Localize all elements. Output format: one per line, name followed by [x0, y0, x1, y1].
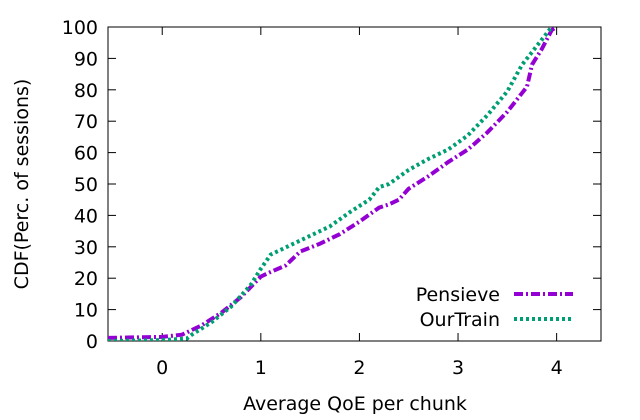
x-tick-label: 3	[452, 357, 464, 379]
y-tick-label: 60	[74, 143, 98, 165]
series-layer	[108, 27, 558, 341]
x-axis-title: Average QoE per chunk	[243, 393, 467, 415]
y-tick-label: 80	[74, 80, 98, 102]
x-tick-label: 2	[353, 357, 365, 379]
x-tick-label: 4	[551, 357, 563, 379]
y-tick-label: 30	[74, 237, 98, 259]
y-tick-label: 20	[74, 268, 98, 290]
y-axis-title: CDF(Perc. of sessions)	[11, 79, 33, 290]
x-axis: 0 1 2 3 4	[156, 27, 563, 379]
x-tick-label: 1	[255, 357, 267, 379]
series-line-ourtrain	[108, 27, 554, 341]
y-tick-label: 10	[74, 300, 98, 322]
legend-label: Pensieve	[416, 284, 500, 306]
y-tick-label: 40	[74, 205, 98, 227]
y-tick-label: 0	[86, 331, 98, 353]
y-tick-label: 90	[74, 48, 98, 70]
y-axis: 0 10 20 30 40 50 60 70 80 90 100	[62, 17, 601, 353]
y-tick-label: 70	[74, 111, 98, 133]
legend: Pensieve OurTrain	[416, 284, 573, 331]
legend-label: OurTrain	[420, 309, 500, 331]
series-line-pensieve	[108, 27, 558, 340]
y-tick-label: 50	[74, 174, 98, 196]
y-tick-label: 100	[62, 17, 98, 39]
x-tick-label: 0	[156, 357, 168, 379]
